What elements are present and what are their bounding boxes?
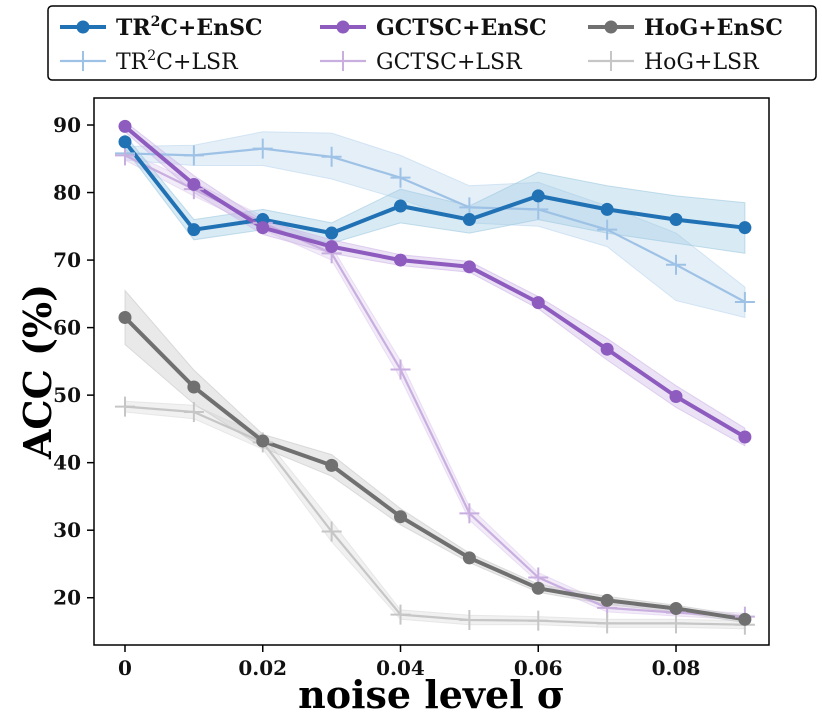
legend-item-gctsc-ensc: GCTSC+EnSC xyxy=(320,15,547,41)
point-tr-c-lsr xyxy=(252,138,273,159)
point-gctsc-ensc xyxy=(600,342,614,356)
x-tick-label: 0.04 xyxy=(376,656,425,680)
point-tr-c-ensc xyxy=(738,221,752,235)
point-tr-c-lsr xyxy=(597,219,618,240)
band-gctsc-ensc xyxy=(124,120,746,447)
x-axis: 0 0.02 0.04 0.06 0.08 xyxy=(118,645,700,680)
point-hog-ensc xyxy=(669,602,683,616)
point-hog-lsr xyxy=(528,610,549,631)
point-hog-lsr xyxy=(114,396,135,417)
x-tick-label: 0.06 xyxy=(514,656,563,680)
point-hog-lsr xyxy=(390,604,411,625)
x-tick-label: 0 xyxy=(118,656,132,680)
point-hog-ensc xyxy=(325,458,339,472)
point-hog-ensc xyxy=(738,612,752,626)
point-tr-c-ensc xyxy=(462,213,476,227)
legend-item-hog-lsr: HoG+LSR xyxy=(588,50,760,75)
point-hog-ensc xyxy=(394,510,408,524)
point-hog-lsr xyxy=(666,613,687,634)
point-gctsc-lsr xyxy=(459,503,480,524)
point-gctsc-lsr xyxy=(390,359,411,380)
point-tr-c-ensc xyxy=(669,213,683,227)
legend-label: GCTSC+EnSC xyxy=(376,15,547,41)
point-gctsc-ensc xyxy=(118,119,132,133)
legend-item-tr-c-lsr: TR2C+LSR xyxy=(60,48,239,75)
point-hog-ensc xyxy=(600,593,614,607)
point-hog-lsr xyxy=(459,610,480,631)
series-lines xyxy=(123,124,746,626)
y-tick-label: 40 xyxy=(53,451,81,475)
point-hog-lsr xyxy=(321,521,342,542)
point-tr-c-ensc xyxy=(600,202,614,216)
legend-label: TR2C+EnSC xyxy=(116,14,263,41)
point-hog-ensc xyxy=(187,380,201,394)
line-hog-ensc xyxy=(123,316,746,622)
legend-item-gctsc-lsr: GCTSC+LSR xyxy=(320,50,523,75)
point-hog-lsr xyxy=(597,613,618,634)
point-gctsc-ensc xyxy=(462,260,476,274)
point-hog-ensc xyxy=(256,434,270,448)
legend: TR2C+EnSC GCTSC+EnSC HoG+EnSC TR2C+LSR GCTSC… xyxy=(47,5,817,81)
legend-label: TR2C+LSR xyxy=(116,48,239,75)
point-tr-c-lsr xyxy=(528,199,549,220)
y-tick-label: 70 xyxy=(53,248,81,272)
line-gctsc-ensc xyxy=(123,124,746,439)
point-hog-ensc xyxy=(118,310,132,324)
point-gctsc-ensc xyxy=(187,177,201,191)
line-tr-c-lsr xyxy=(124,147,746,303)
point-tr-c-ensc xyxy=(531,189,545,203)
point-tr-c-lsr xyxy=(734,291,755,312)
legend-label: GCTSC+LSR xyxy=(376,50,523,75)
point-hog-lsr xyxy=(183,402,204,423)
point-gctsc-ensc xyxy=(669,389,683,403)
y-tick-label: 30 xyxy=(53,518,81,542)
point-gctsc-ensc xyxy=(325,240,339,254)
point-tr-c-ensc xyxy=(118,135,132,149)
line-hog-lsr xyxy=(124,405,745,626)
point-tr-c-ensc xyxy=(325,226,339,240)
series-markers xyxy=(114,119,755,635)
point-gctsc-ensc xyxy=(531,296,545,310)
point-tr-c-ensc xyxy=(187,223,201,237)
point-tr-c-lsr xyxy=(390,167,411,188)
point-gctsc-ensc xyxy=(256,221,270,235)
band-tr-c-lsr xyxy=(124,131,746,319)
y-tick-label: 20 xyxy=(53,586,81,610)
x-tick-label: 0.08 xyxy=(652,656,701,680)
legend-label: HoG+LSR xyxy=(644,50,760,75)
point-gctsc-lsr xyxy=(114,145,135,166)
point-tr-c-lsr xyxy=(666,254,687,275)
band-hog-ensc xyxy=(124,289,746,624)
plot-frame xyxy=(93,97,770,646)
legend-label: HoG+EnSC xyxy=(644,15,783,41)
y-tick-label: 60 xyxy=(53,316,81,340)
point-hog-ensc xyxy=(462,551,476,565)
point-tr-c-lsr xyxy=(183,145,204,166)
point-hog-ensc xyxy=(531,581,545,595)
y-tick-label: 90 xyxy=(53,113,81,137)
point-gctsc-ensc xyxy=(394,253,408,267)
point-tr-c-ensc xyxy=(394,199,408,213)
y-tick-label: 50 xyxy=(53,383,81,407)
legend-item-hog-ensc: HoG+EnSC xyxy=(588,15,783,41)
y-axis: 20 30 40 50 60 70 80 90 xyxy=(53,113,94,610)
legend-item-tr-c-ensc: TR2C+EnSC xyxy=(60,14,263,41)
y-axis-label: ACC (%) xyxy=(15,284,60,460)
y-tick-label: 80 xyxy=(53,181,81,205)
point-gctsc-ensc xyxy=(738,430,752,444)
x-axis-label: noise level σ xyxy=(298,672,565,717)
line-tr-c-ensc xyxy=(123,140,746,236)
x-tick-label: 0.02 xyxy=(238,656,287,680)
point-tr-c-lsr xyxy=(321,146,342,167)
